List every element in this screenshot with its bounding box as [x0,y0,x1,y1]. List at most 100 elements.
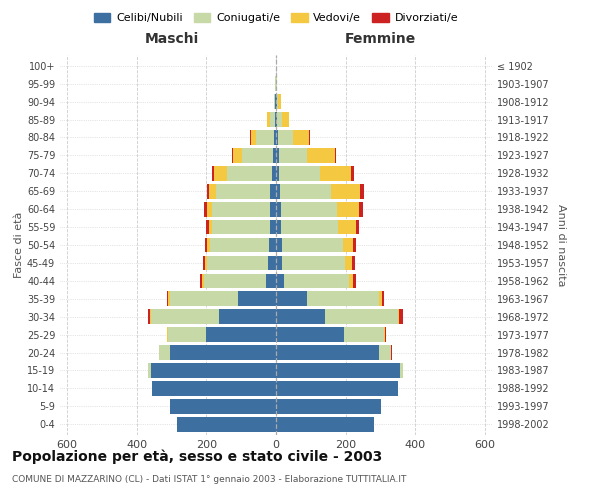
Bar [356,220,359,234]
Bar [207,238,210,252]
Text: COMUNE DI MAZZARINO (CL) - Dati ISTAT 1° gennaio 2003 - Elaborazione TUTTITALIA.: COMUNE DI MAZZARINO (CL) - Dati ISTAT 1°… [12,475,406,484]
Bar [361,184,364,198]
Bar [205,238,207,252]
Bar [382,292,383,306]
Bar [256,130,274,145]
Bar [270,220,276,234]
Bar [275,94,276,109]
Bar [344,328,384,342]
Bar [281,238,343,252]
Bar [232,148,233,162]
Bar [277,94,278,109]
Bar [205,256,208,270]
Bar [212,220,270,234]
Bar [206,328,276,342]
Bar [167,328,168,342]
Bar [177,417,276,432]
Bar [359,202,363,216]
Bar [331,184,361,198]
Bar [278,94,281,109]
Bar [270,202,276,216]
Bar [276,363,400,378]
Bar [271,184,276,198]
Bar [351,166,355,180]
Bar [276,345,379,360]
Bar [276,148,279,162]
Bar [150,310,151,324]
Bar [250,130,251,145]
Bar [335,148,336,162]
Bar [206,220,209,234]
Bar [210,238,269,252]
Bar [273,148,276,162]
Bar [385,328,386,342]
Bar [276,184,280,198]
Bar [276,417,374,432]
Bar [320,166,351,180]
Bar [279,148,307,162]
Bar [207,202,212,216]
Bar [281,220,338,234]
Bar [325,310,398,324]
Bar [353,274,356,288]
Bar [276,399,380,413]
Bar [277,112,281,127]
Bar [212,202,270,216]
Bar [282,256,345,270]
Bar [343,238,353,252]
Bar [276,328,344,342]
Bar [276,130,278,145]
Bar [338,220,356,234]
Y-axis label: Fasce di età: Fasce di età [14,212,24,278]
Bar [204,202,207,216]
Text: Popolazione per età, sesso e stato civile - 2003: Popolazione per età, sesso e stato civil… [12,450,382,464]
Bar [270,112,275,127]
Bar [280,166,320,180]
Bar [151,310,218,324]
Bar [384,328,385,342]
Bar [281,202,337,216]
Bar [275,112,276,127]
Bar [276,94,277,109]
Bar [274,94,275,109]
Bar [233,148,242,162]
Bar [251,130,256,145]
Bar [276,310,325,324]
Bar [276,274,284,288]
Bar [345,256,352,270]
Legend: Celibi/Nubili, Coniugati/e, Vedovi/e, Divorziati/e: Celibi/Nubili, Coniugati/e, Vedovi/e, Di… [89,8,463,28]
Bar [353,238,356,252]
Bar [170,345,276,360]
Bar [400,363,403,378]
Bar [208,256,268,270]
Bar [206,184,209,198]
Bar [203,256,205,270]
Text: Maschi: Maschi [145,32,199,46]
Bar [209,220,212,234]
Bar [284,274,349,288]
Bar [269,238,276,252]
Bar [242,148,273,162]
Bar [276,381,398,396]
Bar [276,238,281,252]
Bar [276,202,281,216]
Bar [276,292,307,306]
Bar [307,148,335,162]
Bar [280,184,331,198]
Bar [202,274,203,288]
Bar [159,345,170,360]
Bar [212,166,214,180]
Bar [170,292,238,306]
Bar [209,184,217,198]
Bar [169,292,170,306]
Bar [337,202,359,216]
Bar [281,112,289,127]
Bar [349,274,353,288]
Bar [398,310,400,324]
Bar [167,292,169,306]
Bar [276,112,277,127]
Bar [168,328,206,342]
Text: Femmine: Femmine [345,32,416,46]
Bar [276,166,280,180]
Bar [274,130,276,145]
